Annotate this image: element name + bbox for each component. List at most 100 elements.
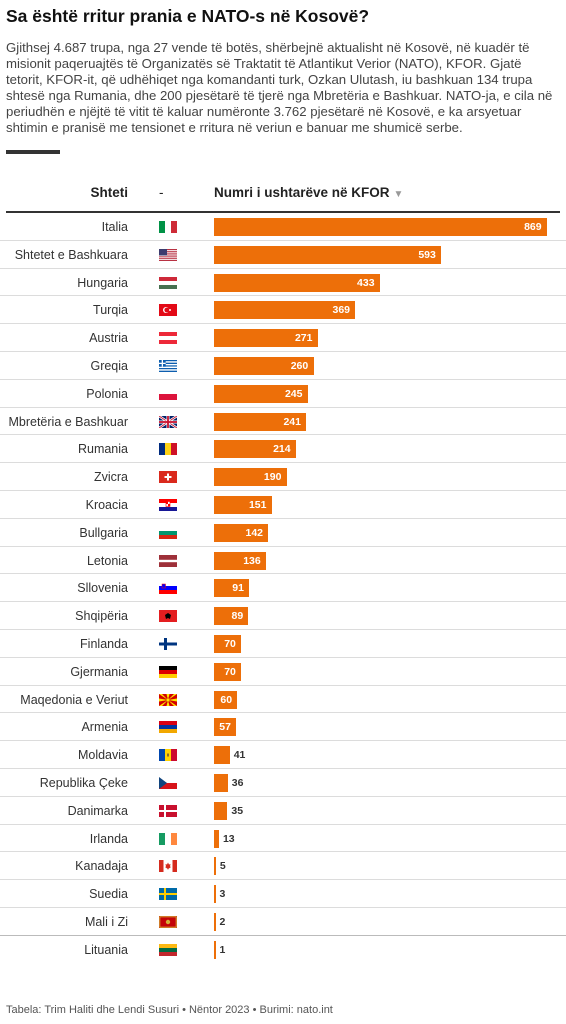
bar [214,829,219,848]
table-row: Zvicra 190 [0,463,566,491]
table-row: Greqia 260 [0,352,566,380]
table-row: Suedia 3 [0,880,566,908]
header-divider [6,211,560,213]
bar [214,690,237,709]
table-row: Moldavia 41 [0,741,566,769]
bar-value-label: 60 [220,693,233,706]
bar [214,940,216,959]
country-name: Lituania [84,942,128,957]
table-header: Shteti - Numri i ushtarëve në KFOR ▼ [0,181,566,211]
bar [214,440,296,459]
footer-credits: Tabela: Trim Haliti dhe Lendi Susuri • N… [6,1004,333,1016]
country-name: Italia [101,220,128,234]
flag-us-icon [159,248,177,261]
flag-bg-icon [159,526,177,539]
table-row: Finlanda 70 [0,630,566,658]
table-row: Shtetet e Bashkuara 593 [0,241,566,269]
flag-md-icon [159,749,177,762]
table-row: Armenia 57 [0,713,566,742]
column-header-value[interactable]: Numri i ushtarëve në KFOR ▼ [214,185,403,200]
bar-value-label: 5 [219,860,226,873]
bar-value-label: 70 [224,665,236,678]
country-name: Suedia [89,887,128,902]
bar [214,718,236,737]
country-name: Sllovenia [77,581,128,596]
column-header-country[interactable]: Shteti [90,185,128,200]
bar [214,301,356,320]
country-name: Polonia [86,386,128,401]
flag-ca-icon [159,860,177,873]
bar [214,607,249,626]
bar [214,329,318,348]
bar [214,218,547,236]
bar [214,273,380,292]
table-row: Bullgaria 142 [0,519,566,547]
bar-value-label: 142 [245,526,264,539]
column-header-flag[interactable]: - [159,185,164,200]
flag-de-icon [159,665,177,678]
bar-value-label: 13 [222,832,235,845]
table-row: Mbretëria e Bashkuar 241 [0,408,566,436]
bar-value-label: 214 [273,443,291,456]
sort-descending-icon[interactable]: ▼ [393,189,404,200]
bar [214,635,241,653]
flag-pl-icon [159,387,177,400]
bar [214,357,314,375]
bar-value-label: 245 [284,387,303,400]
bar-value-label: 3 [219,888,226,901]
bar-value-label: 35 [231,804,244,817]
country-name: Maqedonia e Veriut [20,692,128,707]
bar-value-label: 190 [263,471,282,484]
flag-tr-icon [159,304,177,317]
table-row: Italia 869 [0,213,566,241]
country-name: Gjermania [70,664,128,679]
bar [214,885,216,904]
country-name: Austria [89,331,128,346]
country-name: Greqia [90,359,128,373]
bar [214,523,269,542]
flag-it-icon [159,221,177,233]
bar [214,579,249,598]
bar [214,412,307,431]
country-name: Kroacia [85,498,128,512]
bar-value-label: 70 [224,638,236,650]
bar-value-label: 91 [232,582,244,595]
bar-value-label: 593 [418,248,436,261]
country-name: Danimarka [67,803,128,818]
table-row: Mali i Zi 2 [0,908,566,936]
flag-cz-icon [159,777,177,789]
bar-value-label: 2 [219,916,226,928]
flag-ch-icon [159,471,177,484]
bar-value-label: 41 [233,749,246,762]
flag-hr-icon [159,499,177,511]
bar [214,774,228,792]
country-name: Mali i Zi [84,915,128,929]
flag-lv-icon [159,554,177,567]
bar-value-label: 241 [283,415,301,428]
flag-al-icon [159,610,177,623]
bar [214,384,308,403]
country-name: Rumania [77,442,128,457]
country-name: Zvicra [93,470,128,485]
table-row: Turqia 369 [0,296,566,325]
table-row: Hungaria 433 [0,269,566,297]
country-name: Armenia [81,720,128,735]
flag-hu-icon [159,276,177,289]
flag-lt-icon [159,943,177,956]
bar-value-label: 136 [243,554,261,567]
bar [214,662,241,681]
flag-dk-icon [159,804,177,817]
bar-value-label: 89 [231,610,244,623]
bar [214,245,442,264]
table-row: Irlanda 13 [0,825,566,853]
flag-ie-icon [159,832,177,845]
country-name: Irlanda [89,831,128,846]
column-header-value-label: Numri i ushtarëve në KFOR [214,185,390,200]
table-row: Rumania 214 [0,435,566,464]
flag-gr-icon [159,360,177,372]
country-name: Shtetet e Bashkuara [14,247,128,262]
country-name: Mbretëria e Bashkuar [8,414,128,429]
table-row: Shqipëria 89 [0,602,566,630]
flag-se-icon [159,888,177,901]
bar [214,468,287,487]
